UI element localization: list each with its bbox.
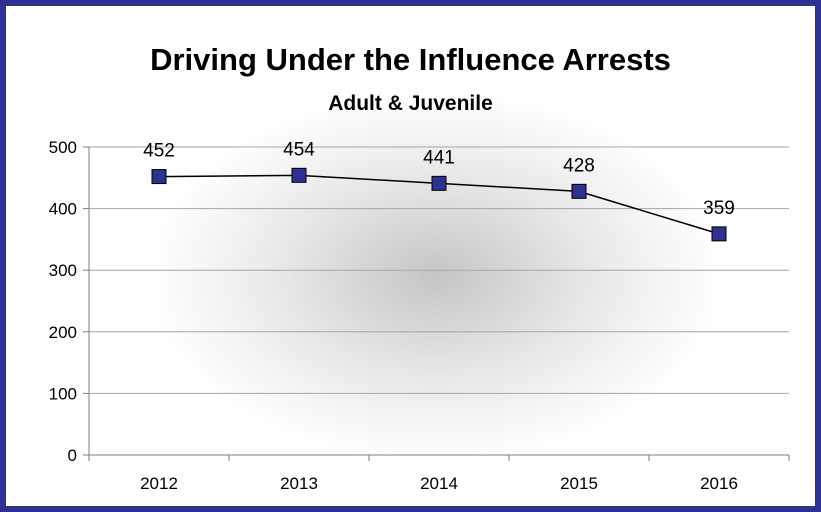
x-tick-label: 2013	[280, 474, 318, 493]
x-tick-label: 2014	[420, 474, 458, 493]
data-point-marker	[291, 167, 307, 183]
line-chart: 0 100 200 300 400 500 2012 2013 2014 2015 2016 452 4…	[49, 138, 790, 493]
y-tick-label: 400	[49, 200, 77, 219]
data-label: 454	[283, 139, 315, 160]
y-tick-label: 200	[49, 323, 77, 342]
y-tick-label: 300	[49, 261, 77, 280]
y-tick-label: 0	[68, 446, 77, 465]
y-tick-label: 100	[49, 384, 77, 403]
y-tick-label: 500	[49, 138, 77, 157]
x-tick-label: 2015	[560, 474, 598, 493]
data-point-marker	[151, 169, 167, 185]
data-point-marker	[571, 183, 587, 199]
data-label: 441	[423, 147, 455, 168]
chart-subtitle: Adult & Juvenile	[328, 92, 493, 115]
data-point-marker	[711, 226, 727, 242]
data-label: 428	[563, 155, 595, 176]
x-tick-label: 2012	[140, 474, 178, 493]
data-label: 359	[703, 198, 735, 219]
chart-title: Driving Under the Influence Arrests	[150, 42, 671, 77]
data-label: 452	[143, 141, 175, 162]
data-point-marker	[431, 175, 447, 191]
x-tick-label: 2016	[700, 474, 738, 493]
plot-background	[156, 96, 716, 456]
